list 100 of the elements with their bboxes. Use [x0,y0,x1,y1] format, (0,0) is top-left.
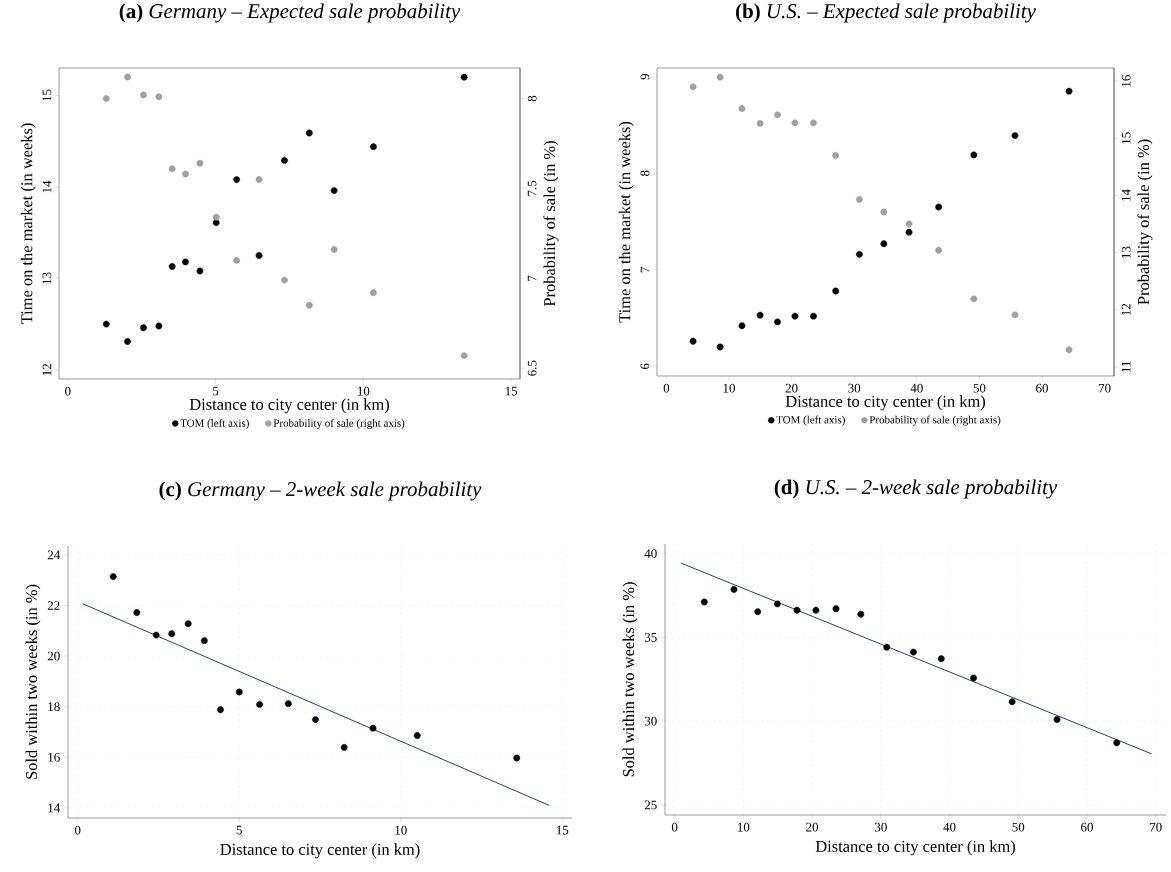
y2-tick-label: 7.5 [527,180,537,196]
point [756,311,764,319]
point [200,637,208,645]
point [832,152,840,159]
point [774,111,781,119]
x-tick-label: 50 [973,383,986,393]
y-axis-title: Sold within two weeks (in %) [25,584,41,779]
point [1065,87,1073,95]
y2-tick-label: 16 [1121,75,1131,87]
point [370,143,377,151]
point [330,246,338,253]
point [370,289,377,297]
point [832,287,840,295]
point [756,120,764,127]
legend-label: Probability of sale (right axis) [869,415,1001,426]
x-tick-label: 50 [1012,822,1025,832]
point [1113,739,1121,747]
point [1065,346,1073,354]
y-tick-label: 20 [47,651,60,661]
point [109,573,117,580]
legend-label: TOM (left axis) [776,415,845,426]
point [460,352,468,360]
y2-tick-label: 14 [1121,189,1131,201]
point [124,73,131,81]
point [880,240,888,248]
point [340,744,348,751]
point [369,724,377,732]
x-tick-label: 15 [556,825,569,835]
y2-tick-label: 15 [1121,132,1131,144]
y-tick-label: 9 [640,73,650,80]
y-tick-label: 18 [48,702,60,712]
y-tick-label: 12 [42,364,52,376]
chart-title: (c) Germany – 2-week sale probability [159,481,482,501]
x-tick-label: 40 [943,822,956,832]
legend-label: TOM (left axis) [180,418,249,429]
point [856,196,863,203]
point [284,700,292,708]
point [738,105,746,112]
x-tick-label: 10 [738,822,750,832]
point [700,598,708,606]
y-tick-label: 15 [42,89,52,101]
point [305,129,313,137]
point [689,337,697,345]
point [255,252,263,259]
x-tick-label: 40 [910,383,923,393]
chart-title: (a) Germany – Expected sale probability [119,3,461,23]
point [312,716,319,723]
point [168,263,176,270]
point [791,312,799,320]
x-tick-label: 10 [723,383,735,393]
x-tick-label: 20 [806,822,819,832]
x-axis-title: Distance to city center (in km) [785,395,986,411]
y-tick-label: 25 [644,800,657,810]
point [793,606,801,614]
x-tick-label: 30 [848,383,861,393]
x-tick-label: 0 [65,386,71,396]
point [168,630,176,638]
point [970,295,978,303]
legend-label: Probability of sale (right axis) [273,418,405,430]
y-tick-label: 14 [48,803,61,813]
point [856,250,863,258]
point [1053,716,1061,723]
point [155,93,163,101]
point [970,151,978,159]
point [182,258,189,266]
point [905,220,913,228]
x-tick-label: 15 [505,386,518,396]
point [182,170,189,178]
point [235,688,243,696]
point [935,246,943,254]
x-tick-label: 60 [1036,383,1048,393]
x-tick-label: 60 [1081,822,1093,832]
point [460,73,468,81]
point [102,95,110,102]
y-tick-label: 40 [644,549,657,558]
x-axis-title: Distance to city center (in km) [189,398,389,414]
x-tick-label: 30 [874,822,887,832]
point [281,276,288,284]
point [832,605,840,613]
x-axis-title: Distance to city center (in km) [815,840,1016,856]
point [168,165,176,173]
x-tick-label: 0 [663,383,670,393]
x-tick-label: 5 [213,386,219,396]
point [281,156,288,164]
y-tick-label: 13 [42,272,52,284]
point [1011,311,1019,319]
point [184,620,192,628]
x-tick-label: 10 [358,386,370,396]
x-tick-label: 0 [671,822,678,832]
y-tick-label: 16 [48,752,60,762]
point [133,609,141,616]
y-tick-label: 7 [640,266,650,273]
x-tick-label: 5 [236,825,242,835]
point [152,631,160,639]
point [140,91,147,99]
y2-tick-label: 8 [527,95,537,102]
y2-tick-label: 13 [1121,246,1131,258]
point [124,338,131,345]
point [812,606,820,614]
x-axis-title: Distance to city center (in km) [220,843,420,859]
